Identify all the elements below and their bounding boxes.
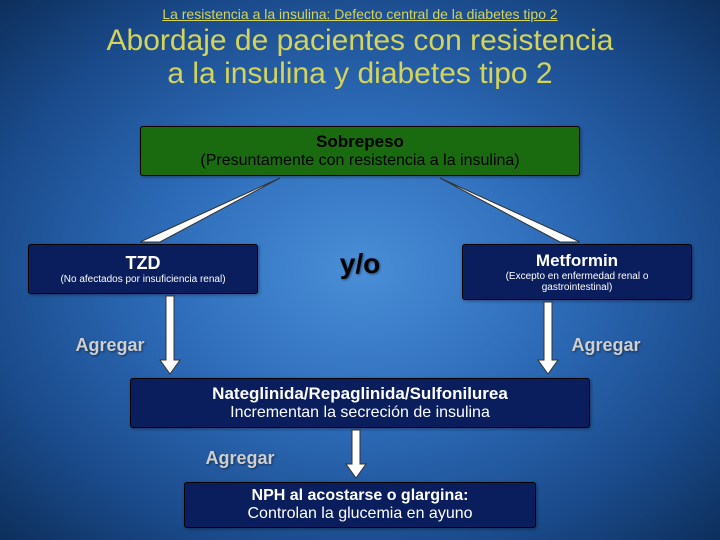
node-sobrepeso: Sobrepeso (Presuntamente con resistencia… (140, 126, 580, 176)
slide-subtitle: La resistencia a la insulina: Defecto ce… (0, 6, 720, 22)
node-tzd: TZD (No afectados por insuficiencia rena… (28, 244, 258, 294)
node-metformin: Metformin (Excepto en enfermedad renal o… (462, 244, 692, 300)
connector-agregar-right: Agregar (546, 335, 666, 356)
connector-agregar-bottom: Agregar (180, 448, 300, 469)
node-metformin-title: Metformin (536, 251, 618, 271)
node-insulin-sub: Controlan la glucemia en ayuno (247, 505, 472, 523)
title-line-2: a la insulina y diabetes tipo 2 (167, 57, 552, 90)
node-tzd-title: TZD (126, 253, 161, 274)
node-sobrepeso-title: Sobrepeso (316, 132, 404, 152)
slide-title: Abordaje de pacientes con resistencia a … (0, 24, 720, 90)
node-secretagogues-sub: Incrementan la secreción de insulina (230, 404, 490, 422)
node-sobrepeso-sub: (Presuntamente con resistencia a la insu… (200, 152, 519, 170)
node-secretagogues: Nateglinida/Repaglinida/Sulfonilurea Inc… (130, 378, 590, 428)
node-insulin: NPH al acostarse o glargina: Controlan l… (184, 482, 536, 528)
node-insulin-title: NPH al acostarse o glargina: (252, 487, 469, 505)
node-tzd-sub: (No afectados por insuficiencia renal) (60, 274, 225, 285)
node-secretagogues-title: Nateglinida/Repaglinida/Sulfonilurea (212, 384, 508, 404)
title-line-1: Abordaje de pacientes con resistencia (107, 24, 614, 57)
connector-and-or: y/o (300, 248, 420, 280)
connector-agregar-left: Agregar (50, 335, 170, 356)
node-metformin-sub: (Excepto en enfermedad renal o gastroint… (471, 271, 683, 293)
